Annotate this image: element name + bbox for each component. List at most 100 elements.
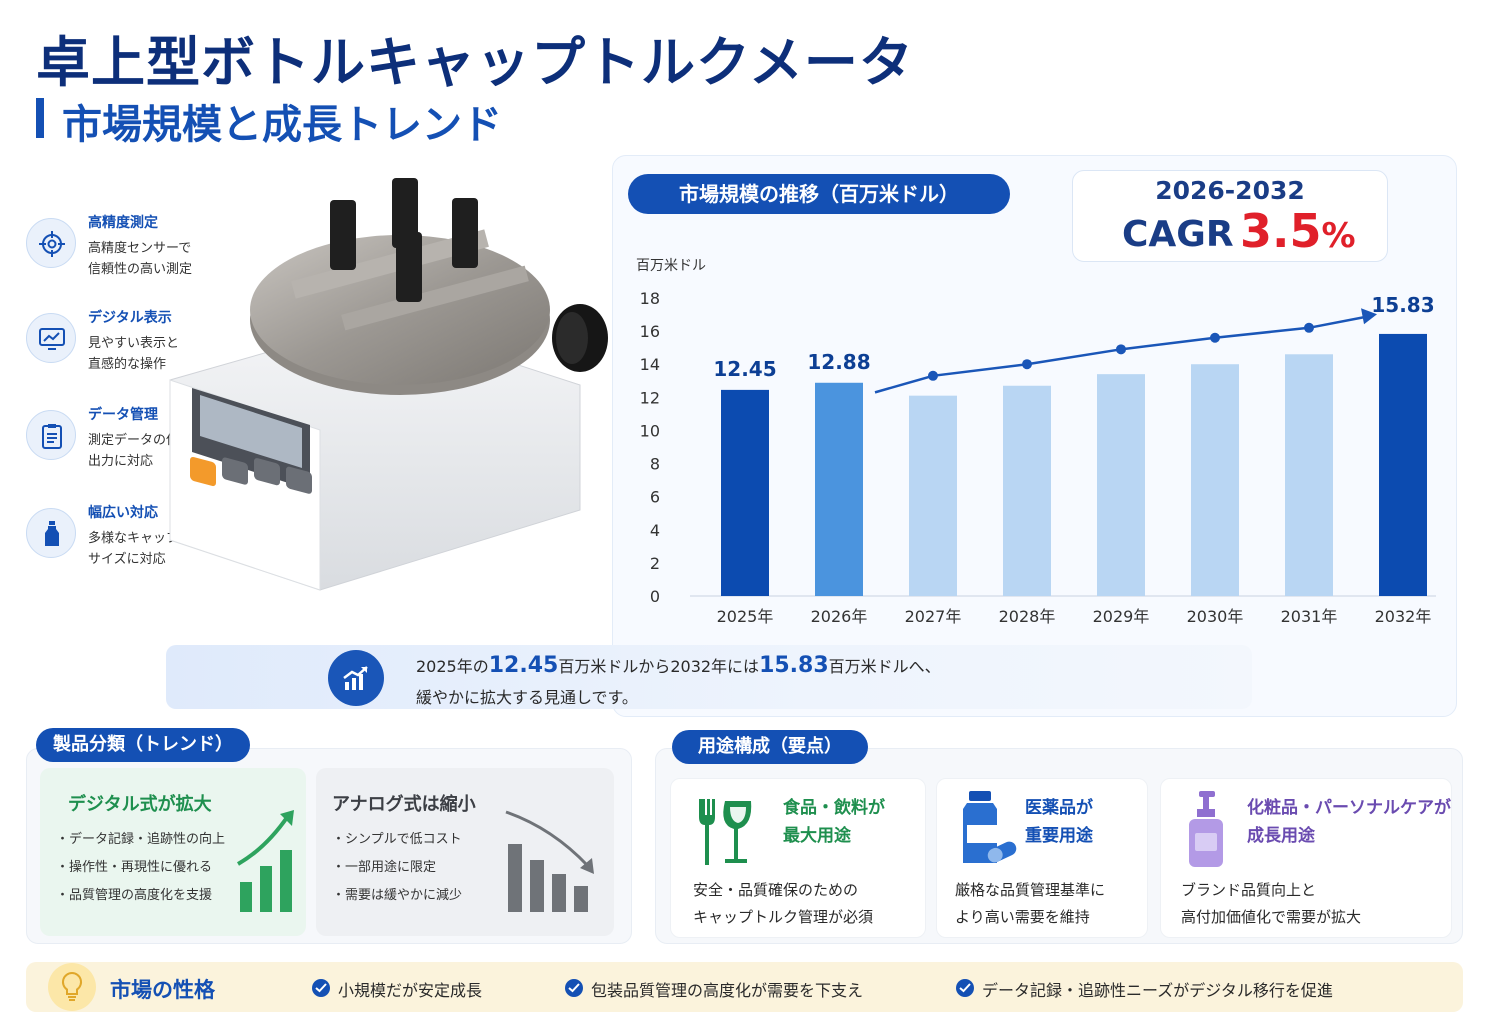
check-icon — [956, 979, 974, 997]
y-tick-label: 12 — [640, 388, 660, 407]
trend-point — [928, 370, 938, 381]
crosshair-icon — [26, 218, 76, 268]
cagr-period: 2026-2032 — [1155, 176, 1305, 205]
use-desc: より高い需要を維持 — [955, 908, 1090, 926]
use-card-pharma: 医薬品が 重要用途 厳格な品質管理基準に より高い需要を維持 — [936, 778, 1148, 938]
monitor-chart-icon — [26, 313, 76, 363]
use-title: 医薬品が — [1025, 798, 1093, 818]
use-card-food: 食品・飲料が 最大用途 安全・品質確保のための キャップトルク管理が必須 — [670, 778, 926, 938]
bar — [909, 395, 957, 596]
analog-trend-card: アナログ式は縮小 ・シンプルで低コスト ・一部用途に限定 ・需要は緩やかに減少 — [316, 768, 614, 936]
trend-point — [1210, 332, 1220, 343]
data-label: 12.45 — [713, 357, 776, 381]
rising-bars-icon — [237, 810, 294, 912]
market-character-bar — [26, 962, 1463, 1012]
analog-bullet: ・需要は緩やかに減少 — [332, 888, 463, 903]
feature-title: データ管理 — [88, 407, 158, 423]
use-title: 成長用途 — [1247, 826, 1315, 846]
use-desc: 高付加価値化で需要が拡大 — [1181, 908, 1362, 926]
feature-title: 幅広い対応 — [88, 505, 158, 521]
y-tick-label: 14 — [640, 355, 660, 374]
summary-value-2032: 15.83 — [759, 653, 829, 678]
use-title: 重要用途 — [1025, 826, 1093, 846]
cagr-number: 3.5 — [1240, 204, 1322, 258]
y-tick-label: 2 — [650, 554, 660, 573]
use-card-cosmetics: 化粧品・パーソナルケアが 成長用途 ブランド品質向上と 高付加価値化で需要が拡大 — [1160, 778, 1452, 938]
feature-title: デジタル表示 — [88, 310, 172, 326]
use-desc: キャップトルク管理が必須 — [693, 908, 874, 926]
bar — [1379, 333, 1427, 596]
use-desc: 厳格な品質管理基準に — [955, 881, 1106, 899]
y-tick-label: 6 — [650, 488, 660, 507]
cagr-box — [1072, 170, 1388, 262]
feature-title: 高精度測定 — [88, 215, 158, 231]
market-item: 小規模だが安定成長 — [338, 981, 483, 1000]
use-desc: 安全・品質確保のための — [693, 881, 859, 899]
analog-title: アナログ式は縮小 — [332, 794, 476, 815]
chart-title: 市場規模の推移（百万米ドル） — [628, 174, 1010, 214]
x-tick-label: 2026年 — [811, 607, 868, 626]
y-tick-label: 18 — [640, 289, 660, 308]
market-item: データ記録・追跡性ニーズがデジタル移行を促進 — [982, 981, 1333, 1000]
x-tick-label: 2031年 — [1281, 607, 1338, 626]
use-title: 化粧品・パーソナルケアが — [1247, 798, 1451, 818]
declining-bars-icon — [505, 810, 594, 912]
bar — [1191, 364, 1239, 596]
page-subtitle: 市場規模と成長トレンド — [62, 102, 502, 148]
digital-bullet: ・操作性・再現性に優れる — [56, 860, 213, 875]
analog-bullet: ・シンプルで低コスト — [332, 832, 462, 847]
summary-mid: 百万米ドルから2032年には — [558, 657, 760, 676]
y-tick-label: 16 — [640, 322, 660, 341]
bar — [815, 382, 863, 596]
page-title: 卓上型ボトルキャップトルクメータ — [36, 31, 914, 94]
x-tick-label: 2027年 — [905, 607, 962, 626]
analog-bullet: ・一部用途に限定 — [332, 860, 437, 875]
trend-point — [1304, 322, 1314, 333]
y-axis-label: 百万米ドル — [636, 258, 706, 274]
product-illustration — [160, 170, 620, 600]
feature-digital-display: デジタル表示 見やすい表示と 直感的な操作 — [26, 307, 266, 387]
data-label: 15.83 — [1371, 293, 1434, 317]
trend-point — [1022, 359, 1032, 370]
x-tick-label: 2032年 — [1375, 607, 1432, 626]
use-title: 最大用途 — [783, 826, 851, 846]
y-tick-label: 10 — [640, 421, 660, 440]
feature-desc: 高精度センサーで — [88, 241, 192, 256]
product-classification-title: 製品分類（トレンド） — [36, 728, 250, 762]
summary-text-2: 緩やかに拡大する見通しです。 — [416, 688, 638, 707]
x-tick-label: 2025年 — [717, 607, 774, 626]
digital-title: デジタル式が拡大 — [68, 794, 212, 815]
bar — [721, 389, 769, 596]
x-tick-label: 2029年 — [1093, 607, 1150, 626]
digital-bullet: ・品質管理の高度化を支援 — [56, 888, 213, 903]
cagr-unit: % — [1321, 216, 1356, 256]
bottle-icon — [26, 508, 76, 558]
check-icon — [312, 979, 330, 997]
feature-desc: サイズに対応 — [88, 552, 166, 567]
cagr-value: 3.5% — [1240, 204, 1356, 258]
y-tick-label: 4 — [650, 521, 660, 540]
digital-trend-card: デジタル式が拡大 ・データ記録・追跡性の向上 ・操作性・再現性に優れる ・品質管… — [40, 768, 306, 936]
trend-arrowhead — [1361, 308, 1377, 325]
market-character-title: 市場の性格 — [110, 978, 215, 1002]
summary-value-2025: 12.45 — [488, 653, 559, 678]
x-tick-label: 2030年 — [1187, 607, 1244, 626]
cagr-label: CAGR — [1122, 214, 1234, 255]
feature-desc: 見やすい表示と — [88, 336, 180, 351]
feature-desc: 出力に対応 — [88, 454, 154, 469]
y-tick-label: 8 — [650, 455, 660, 474]
lightbulb-icon — [48, 963, 96, 1011]
data-label: 12.88 — [807, 350, 870, 374]
bar-chart: 百万米ドル 0 2 4 6 8 10 12 14 16 18 2025年 12.45 2026年 12.88… — [636, 258, 1436, 626]
y-tick-label: 0 — [650, 587, 660, 606]
use-composition-title: 用途構成（要点） — [672, 730, 868, 764]
feature-precision: 高精度測定 高精度センサーで 信頼性の高い測定 — [26, 212, 266, 292]
bar — [1097, 374, 1145, 596]
digital-bullet: ・データ記録・追跡性の向上 — [56, 832, 226, 847]
feature-desc: 信頼性の高い測定 — [88, 262, 193, 277]
subtitle-accent-bar — [36, 98, 44, 138]
check-icon — [565, 979, 583, 997]
medicine-icon — [963, 791, 1017, 863]
bar — [1285, 354, 1333, 596]
market-item: 包装品質管理の高度化が需要を下支え — [591, 981, 864, 1000]
